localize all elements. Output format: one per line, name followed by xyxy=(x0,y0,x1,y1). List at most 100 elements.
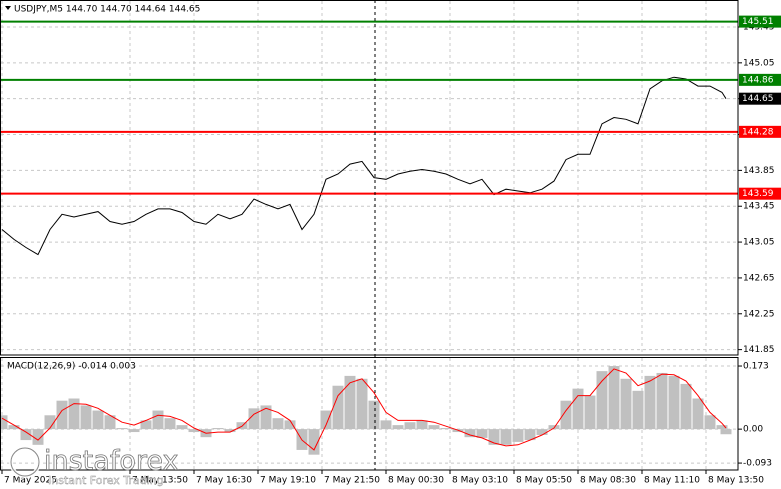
macd-bar xyxy=(80,405,92,430)
macd-bar xyxy=(284,420,296,430)
macd-bar xyxy=(128,429,140,433)
macd-bar xyxy=(320,410,332,430)
last-price-box xyxy=(739,92,781,105)
macd-bar xyxy=(596,371,608,430)
y-tick-label: 0.00 xyxy=(743,425,763,435)
last-price-label: 144.65 xyxy=(742,94,774,104)
macd-bar xyxy=(620,378,632,430)
macd-bar xyxy=(524,429,536,441)
x-tick-label: 8 May 11:10 xyxy=(644,476,700,486)
macd-bar xyxy=(176,425,188,430)
macd-bar xyxy=(428,425,440,430)
x-tick-label: 8 May 08:30 xyxy=(580,476,636,486)
level-label-box xyxy=(739,73,781,86)
x-tick-label: 7 May 21:50 xyxy=(324,476,380,486)
macd-bar xyxy=(260,405,272,430)
macd-bar xyxy=(56,400,68,430)
macd-bar xyxy=(368,400,380,430)
y-tick-label: 143.85 xyxy=(743,166,775,176)
macd-bar xyxy=(380,420,392,430)
macd-bar xyxy=(704,415,716,430)
level-label: 143.59 xyxy=(742,189,774,199)
macd-bar xyxy=(692,398,704,430)
macd-bar xyxy=(332,385,344,430)
macd-bar xyxy=(0,415,8,430)
macd-bar xyxy=(488,429,500,445)
signal-line xyxy=(1,368,727,451)
level-label: 145.51 xyxy=(742,17,774,27)
macd-bar xyxy=(224,429,236,433)
level-label: 144.86 xyxy=(742,75,774,85)
x-tick-label: 7 May 2025 xyxy=(4,476,57,486)
macd-bar xyxy=(104,415,116,430)
macd-bar xyxy=(8,425,20,430)
macd-bar xyxy=(572,388,584,430)
y-tick-label: 141.85 xyxy=(743,345,775,355)
macd-bar xyxy=(584,395,596,430)
macd-bar xyxy=(716,425,728,430)
y-tick-label: 145.05 xyxy=(743,58,775,68)
menu-arrow xyxy=(5,6,11,10)
macd-bar xyxy=(212,428,224,430)
macd-bar xyxy=(356,378,368,430)
macd-bar xyxy=(272,418,284,430)
level-label-box xyxy=(739,187,781,200)
macd-bar xyxy=(656,372,668,430)
macd-bar xyxy=(152,410,164,430)
y-tick-label: 143.45 xyxy=(743,202,775,212)
macd-bar xyxy=(188,429,200,433)
macd-title: MACD(12,26,9) -0.014 0.003 xyxy=(7,362,136,372)
macd-bar xyxy=(404,422,416,430)
macd-bar xyxy=(536,429,548,435)
macd-bar xyxy=(308,429,320,455)
macd-bar xyxy=(344,375,356,430)
macd-bar xyxy=(20,429,32,441)
watermark-logo-outline xyxy=(10,447,40,477)
watermark-brand: instaforex xyxy=(44,446,178,477)
macd-bar xyxy=(164,418,176,430)
macd-bar xyxy=(476,429,488,438)
main-frame xyxy=(0,0,739,356)
price-line xyxy=(1,76,727,256)
macd-bar xyxy=(632,390,644,430)
macd-bar xyxy=(140,420,152,430)
x-tick-label: 7 May 13:50 xyxy=(132,476,188,486)
level-label-box xyxy=(739,15,781,28)
watermark-tagline: Instant Forex Trading xyxy=(48,474,164,487)
macd-bar xyxy=(668,375,680,430)
macd-bar xyxy=(68,398,80,430)
macd-bar xyxy=(464,429,476,438)
macd-bar xyxy=(44,415,56,430)
macd-bar xyxy=(680,383,692,430)
macd-bar xyxy=(440,428,452,430)
x-tick-label: 8 May 05:50 xyxy=(516,476,572,486)
macd-bar xyxy=(392,425,404,430)
x-tick-label: 7 May 16:30 xyxy=(196,476,252,486)
y-tick-label: 143.05 xyxy=(743,238,775,248)
macd-bar xyxy=(32,429,44,445)
macd-bar xyxy=(248,408,260,430)
macd-bar xyxy=(116,428,128,430)
x-tick-label: 7 May 19:10 xyxy=(260,476,316,486)
macd-bar xyxy=(644,375,656,430)
macd-bar xyxy=(416,420,428,430)
y-tick-label: -0.093 xyxy=(743,459,772,469)
chart-title: USDJPY,M5 144.70 144.70 144.64 144.65 xyxy=(14,5,200,15)
y-tick-label: 142.25 xyxy=(743,309,775,319)
watermark: instaforex Instant Forex Trading xyxy=(9,445,179,487)
macd-bar xyxy=(512,429,524,442)
macd-frame xyxy=(0,357,739,471)
macd-bar xyxy=(608,366,620,430)
level-label-box xyxy=(739,125,781,138)
y-tick-label: 142.65 xyxy=(743,273,775,283)
x-tick-label: 8 May 00:30 xyxy=(388,476,444,486)
macd-bar xyxy=(720,429,732,435)
macd-bar xyxy=(92,410,104,430)
x-tick-label: 8 May 03:10 xyxy=(452,476,508,486)
level-label: 144.28 xyxy=(742,127,774,137)
macd-bar xyxy=(560,400,572,430)
macd-bar xyxy=(500,429,512,445)
y-tick-label: 0.173 xyxy=(743,362,769,372)
x-tick-label: 8 May 13:50 xyxy=(708,476,764,486)
